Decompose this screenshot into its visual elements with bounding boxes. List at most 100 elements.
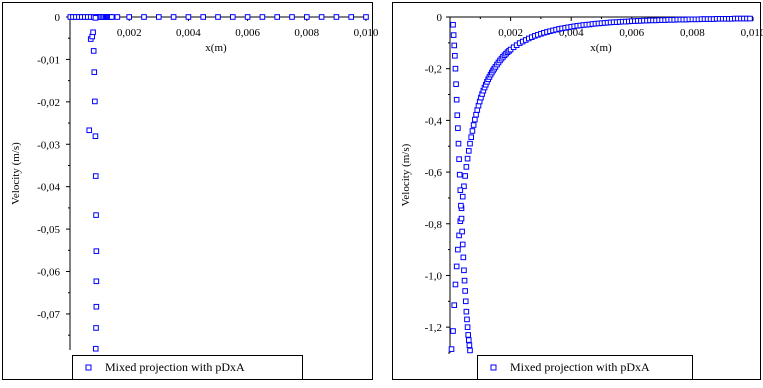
data-point [201,15,206,20]
y-tick-label: -0,07 [37,309,60,321]
data-point [87,128,92,133]
data-point [216,15,221,20]
data-point [460,242,465,247]
data-point [451,22,456,27]
data-point [127,15,132,20]
data-point [319,15,324,20]
data-point [91,49,96,54]
data-point [457,157,462,162]
x-tick-label: 0,002 [117,27,142,39]
y-tick-label: 0 [437,12,443,24]
y-tick-label: -0,6 [425,167,443,179]
data-point [245,15,250,20]
data-point [186,15,191,20]
x-tick-label: 0,004 [176,27,201,39]
chart-frame [393,3,761,380]
y-tick-label: -0,01 [37,54,60,66]
data-point [466,333,471,338]
y-tick-label: -1,2 [425,322,442,334]
legend-label: Mixed projection with pDxA [105,360,245,374]
y-tick-label: -0,05 [37,224,60,236]
data-point [93,174,98,179]
data-point [453,282,458,287]
data-point [457,172,462,177]
data-point [92,70,97,75]
data-point [463,299,468,304]
data-point [334,15,339,20]
y-axis-label: Velocity (m/s) [10,142,22,205]
x-axis-label: x(m) [205,42,227,54]
data-point [93,99,98,104]
x-tick-label: 0,002 [498,27,523,39]
data-point [93,134,98,139]
data-point [171,15,176,20]
data-point [454,82,459,87]
data-point [453,66,458,71]
data-point [459,216,464,221]
data-point [458,188,463,193]
data-point [465,156,470,161]
data-point [455,113,460,118]
y-tick-label: -0,06 [37,267,60,279]
data-point [364,15,369,20]
y-axis-label: Velocity (m/s) [400,143,412,206]
data-point [748,16,753,21]
data-point [468,348,473,353]
legend-marker [86,365,91,370]
data-point [462,268,467,273]
data-point [456,141,461,146]
data-point [461,255,466,260]
legend-marker [491,365,496,370]
data-point [452,303,457,308]
data-point [451,33,456,38]
data-point [93,16,98,21]
data-point [465,325,470,330]
data-point [473,117,478,122]
data-point [466,338,471,343]
x-tick-label: 0,010 [354,27,379,39]
data-point [465,317,470,322]
data-point [463,174,468,179]
y-tick-label: -0,8 [425,219,443,231]
data-point [290,15,295,20]
data-point [91,30,96,35]
x-tick-label: 0,008 [294,27,319,39]
data-point [449,347,454,352]
data-point [471,123,476,128]
data-point [94,304,99,309]
data-point [470,129,475,134]
data-point [460,229,465,234]
data-point [94,279,99,284]
data-point [157,15,162,20]
y-tick-label: -0,2 [425,64,442,76]
data-point [109,15,114,20]
data-point [456,126,461,131]
legend-label: Mixed projection with pDxA [510,360,650,374]
y-tick-label: -0,4 [425,115,443,127]
data-point [93,346,98,351]
data-point [451,329,456,334]
y-tick-label: -0,03 [37,139,60,151]
data-point [454,97,459,102]
data-point [460,194,465,199]
data-point [456,247,461,252]
data-point [94,326,99,331]
data-point [142,15,147,20]
y-tick-label: -1,0 [425,270,443,282]
data-point [452,43,457,48]
data-point [467,343,472,348]
data-point [454,264,459,269]
data-point [464,165,469,170]
x-tick-label: 0,010 [741,27,763,39]
data-point [469,135,474,140]
data-point [464,309,469,314]
x-axis-label: x(m) [590,42,612,54]
y-tick-label: 0 [55,12,61,24]
x-tick-label: 0,006 [619,27,644,39]
data-point [453,53,458,58]
y-tick-label: -0,04 [37,182,60,194]
data-point [115,15,120,20]
